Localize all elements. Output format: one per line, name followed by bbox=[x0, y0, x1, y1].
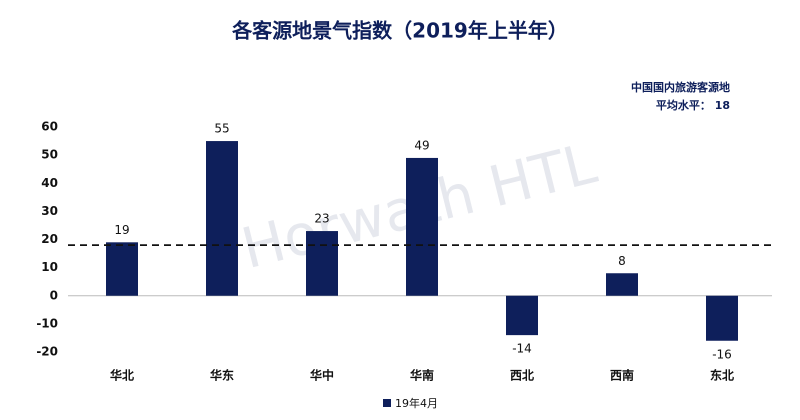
bar bbox=[706, 295, 738, 341]
reference-title: 中国国内旅游客源地 bbox=[631, 80, 730, 94]
legend-swatch bbox=[383, 399, 391, 407]
x-tick-label: 东北 bbox=[710, 368, 734, 383]
chart-title: 各客源地景气指数（2019年上半年） bbox=[231, 19, 568, 43]
data-label: 19 bbox=[114, 223, 129, 237]
x-tick-label: 华南 bbox=[410, 368, 434, 383]
y-tick-label: -20 bbox=[36, 345, 58, 359]
x-tick-label: 华中 bbox=[310, 368, 334, 383]
x-tick-label: 华北 bbox=[110, 368, 134, 383]
reference-label: 平均水平： 18 bbox=[656, 98, 730, 112]
y-tick-label: 60 bbox=[41, 120, 58, 134]
bar bbox=[606, 273, 638, 296]
bar bbox=[506, 295, 538, 336]
y-tick-label: 40 bbox=[41, 176, 58, 190]
x-tick-label: 西北 bbox=[510, 368, 534, 383]
y-tick-label: 10 bbox=[41, 260, 58, 274]
y-tick-label: 30 bbox=[41, 204, 58, 218]
y-tick-label: 50 bbox=[41, 148, 58, 162]
legend-label: 19年4月 bbox=[395, 396, 438, 410]
data-label: 23 bbox=[314, 212, 329, 226]
bar bbox=[406, 157, 438, 296]
data-label: 49 bbox=[414, 138, 429, 152]
x-tick-label: 西南 bbox=[610, 368, 634, 383]
y-tick-label: 20 bbox=[41, 232, 58, 246]
y-tick-label: 0 bbox=[50, 288, 58, 302]
bar bbox=[306, 231, 338, 296]
data-label: -14 bbox=[512, 342, 532, 356]
bar bbox=[106, 242, 138, 296]
x-tick-label: 华东 bbox=[210, 368, 234, 383]
data-label: 55 bbox=[214, 122, 229, 136]
data-label: 8 bbox=[618, 254, 626, 268]
bar bbox=[206, 141, 238, 296]
y-tick-label: -10 bbox=[36, 316, 58, 330]
data-label: -16 bbox=[712, 347, 732, 361]
